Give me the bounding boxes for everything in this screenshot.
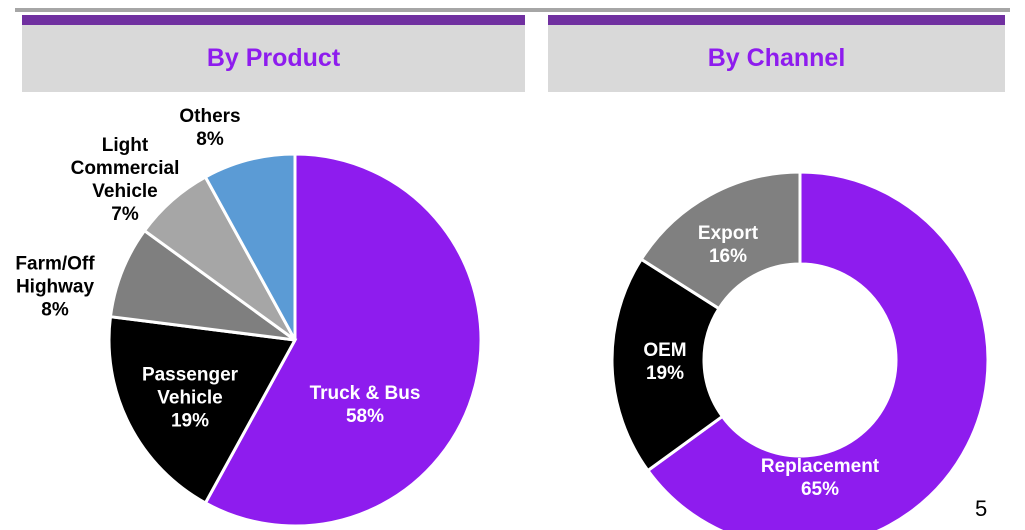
pie-slice [203, 152, 483, 528]
category-label: OEM [643, 340, 687, 361]
slice-label: OEM 19% [590, 339, 740, 385]
slice-label: Passenger Vehicle 19% [115, 364, 265, 433]
value-label: 8% [196, 129, 224, 150]
donut-slice [645, 170, 990, 530]
chart-title: By Channel [548, 15, 1005, 92]
slice-label: Truck & Bus 58% [290, 382, 440, 428]
pie-slice [108, 228, 296, 342]
category-label: Replacement [760, 456, 880, 477]
category-label: Light Commercial Vehicle [70, 135, 180, 202]
value-label: 19% [645, 363, 685, 384]
value-label: 58% [345, 406, 385, 427]
category-label: Farm/Off Highway [15, 253, 95, 298]
value-label: 65% [800, 479, 840, 500]
value-label: 8% [41, 299, 69, 321]
category-label: Truck & Bus [309, 383, 421, 404]
pie-slice [203, 152, 297, 341]
chart-title: By Product [22, 15, 525, 92]
category-label: Export [697, 223, 759, 244]
slice-label: Export 16% [653, 222, 803, 268]
slice-label: Others 8% [135, 105, 285, 151]
value-label: 19% [170, 410, 210, 432]
pie-slice [107, 315, 298, 506]
slice-label: Farm/Off Highway 8% [0, 253, 130, 322]
top-rule [15, 8, 1010, 12]
value-label: 16% [708, 246, 748, 267]
slice-label: Replacement 65% [745, 455, 895, 501]
donut-slice [639, 170, 802, 311]
category-label: Others [179, 106, 241, 127]
donut-slice [610, 257, 725, 473]
slice-label: Light Commercial Vehicle 7% [50, 134, 200, 226]
category-label: Passenger Vehicle [141, 364, 239, 409]
value-label: 7% [111, 204, 139, 225]
page-number: 5 [975, 496, 988, 521]
